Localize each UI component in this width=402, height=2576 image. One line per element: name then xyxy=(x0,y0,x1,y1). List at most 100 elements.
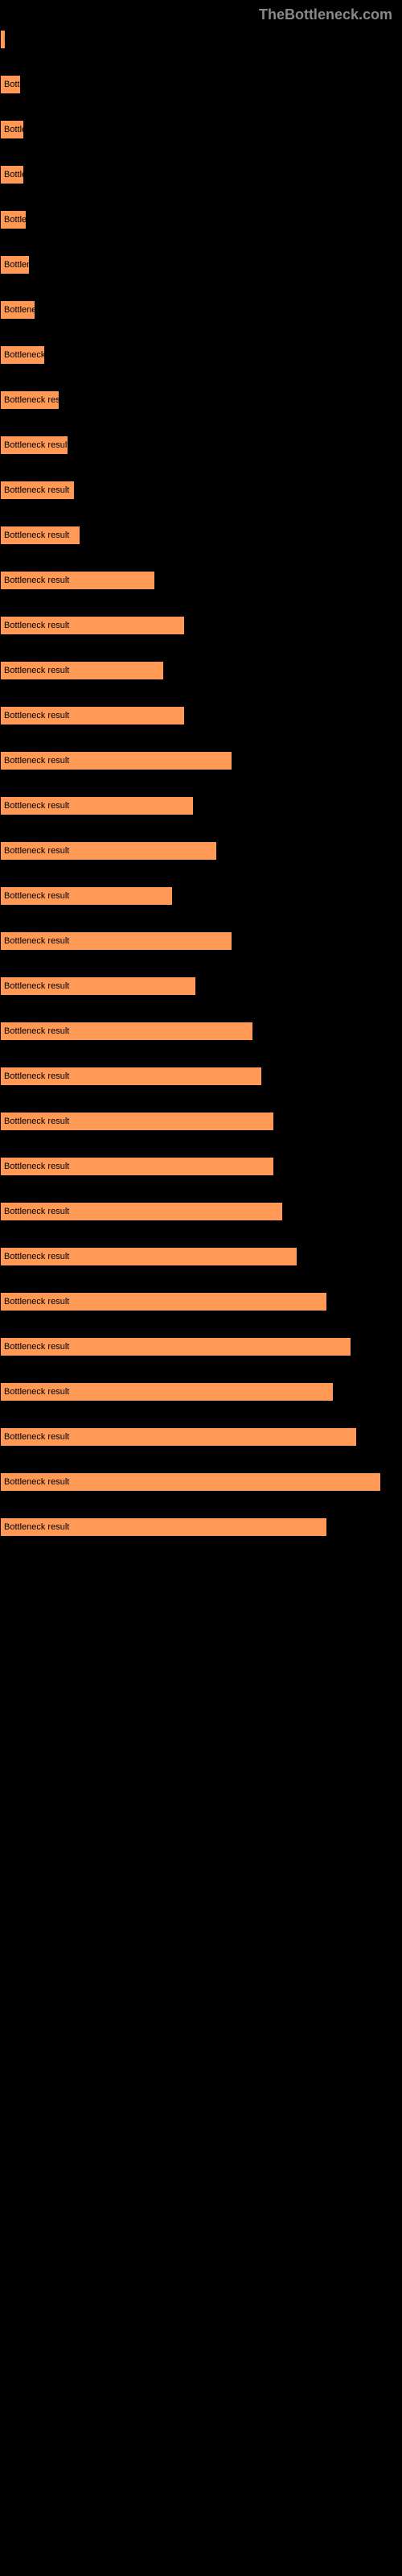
bar-label: Bottleneck result xyxy=(4,125,25,134)
bar-label: Bottleneck result xyxy=(4,666,69,675)
bar-label: Bottleneck result xyxy=(4,485,69,495)
bar: Bottleneck result xyxy=(0,661,164,680)
bar: Bottleneck result xyxy=(0,1067,262,1086)
bar-label: Bottleneck result xyxy=(4,80,22,89)
bar-row: Bottleneck result xyxy=(0,1022,402,1041)
bar-row: Bottleneck result xyxy=(0,1337,402,1356)
bar-label: Bottleneck result xyxy=(4,350,46,360)
bar-row: Bottleneck result xyxy=(0,526,402,545)
bar-row: Bottleneck result xyxy=(0,1202,402,1221)
bar-row: Bottleneck result xyxy=(0,751,402,770)
bar: Bottleneck result xyxy=(0,1247,297,1266)
bar-row: Bottleneck result xyxy=(0,210,402,229)
bar-row: Bottleneck result xyxy=(0,1112,402,1131)
bar-label: Bottleneck result xyxy=(4,1342,69,1352)
bar: Bottleneck result xyxy=(0,390,59,410)
bar-row: Bottleneck result xyxy=(0,1247,402,1266)
bar-row: Bottleneck result xyxy=(0,931,402,951)
bar: Bottleneck result xyxy=(0,345,45,365)
bar-label: Bottleneck result xyxy=(4,1071,69,1081)
bar: Bottleneck result xyxy=(0,931,232,951)
bar-label: Bottleneck result xyxy=(4,1522,69,1532)
bar: Bottleneck result xyxy=(0,75,21,94)
bar-label: Bottleneck result xyxy=(4,215,27,225)
bar: Bottleneck result xyxy=(0,30,6,49)
bar: Bottleneck result xyxy=(0,1382,334,1402)
bar-row: Bottleneck result xyxy=(0,75,402,94)
bar: Bottleneck result xyxy=(0,706,185,725)
bar-row: Bottleneck result xyxy=(0,1067,402,1086)
bar: Bottleneck result xyxy=(0,976,196,996)
bar: Bottleneck result xyxy=(0,165,24,184)
bar-row: Bottleneck result xyxy=(0,345,402,365)
bar-label: Bottleneck result xyxy=(4,440,69,450)
bar: Bottleneck result xyxy=(0,526,80,545)
bar: Bottleneck result xyxy=(0,796,194,815)
site-logo: TheBottleneck.com xyxy=(0,0,402,30)
bar: Bottleneck result xyxy=(0,1427,357,1447)
bar-label: Bottleneck result xyxy=(4,801,69,811)
bar-label: Bottleneck result xyxy=(4,981,69,991)
bar-label: Bottleneck result xyxy=(4,1477,69,1487)
bar-label: Bottleneck result xyxy=(4,1252,69,1261)
bar: Bottleneck result xyxy=(0,1517,327,1537)
bar-label: Bottleneck result xyxy=(4,1162,69,1171)
bar-label: Bottleneck result xyxy=(4,1387,69,1397)
bar-row: Bottleneck result xyxy=(0,1382,402,1402)
bar-row: Bottleneck result xyxy=(0,1517,402,1537)
bar-row: Bottleneck result xyxy=(0,1427,402,1447)
bar: Bottleneck result xyxy=(0,841,217,861)
bar-label: Bottleneck result xyxy=(4,170,25,180)
bar: Bottleneck result xyxy=(0,436,68,455)
bar-row: Bottleneck result xyxy=(0,255,402,275)
bar-row: Bottleneck result xyxy=(0,661,402,680)
bar-label: Bottleneck result xyxy=(4,621,69,630)
bar: Bottleneck result xyxy=(0,616,185,635)
bar: Bottleneck result xyxy=(0,1202,283,1221)
bar-row: Bottleneck result xyxy=(0,1472,402,1492)
bar: Bottleneck result xyxy=(0,886,173,906)
bar-label: Bottleneck result xyxy=(4,711,69,720)
bar-label: Bottleneck result xyxy=(4,260,31,270)
bar-label: Bottleneck result xyxy=(4,530,69,540)
bar-label: Bottleneck result xyxy=(4,305,36,315)
bar: Bottleneck result xyxy=(0,210,27,229)
bar-label: Bottleneck result xyxy=(4,576,69,585)
bar-row: Bottleneck result xyxy=(0,165,402,184)
bar-row: Bottleneck result xyxy=(0,706,402,725)
bar: Bottleneck result xyxy=(0,255,30,275)
bar: Bottleneck result xyxy=(0,481,75,500)
bar: Bottleneck result xyxy=(0,1022,253,1041)
bar-row: Bottleneck result xyxy=(0,616,402,635)
bar: Bottleneck result xyxy=(0,1292,327,1311)
bar-label: Bottleneck result xyxy=(4,846,69,856)
bar-row: Bottleneck result xyxy=(0,571,402,590)
bar-label: Bottleneck result xyxy=(4,1297,69,1307)
bar-label: Bottleneck result xyxy=(4,1207,69,1216)
bar-row: Bottleneck result xyxy=(0,1157,402,1176)
bar-row: Bottleneck result xyxy=(0,436,402,455)
bar: Bottleneck result xyxy=(0,300,35,320)
bar-row: Bottleneck result xyxy=(0,390,402,410)
bar-row: Bottleneck result xyxy=(0,841,402,861)
bar-row: Bottleneck result xyxy=(0,1292,402,1311)
bar-row: Bottleneck result xyxy=(0,300,402,320)
bar-row: Bottleneck result xyxy=(0,481,402,500)
bar-label: Bottleneck result xyxy=(4,1117,69,1126)
bar-label: Bottleneck result xyxy=(4,756,69,766)
bar-row: Bottleneck result xyxy=(0,976,402,996)
bar-row: Bottleneck result xyxy=(0,120,402,139)
bar: Bottleneck result xyxy=(0,1472,381,1492)
bar-label: Bottleneck result xyxy=(4,936,69,946)
bottleneck-bar-chart: Bottleneck result Bottleneck result Bottle… xyxy=(0,30,402,1537)
bar-row: Bottleneck result xyxy=(0,796,402,815)
bar: Bottleneck result xyxy=(0,1337,351,1356)
bar: Bottleneck result xyxy=(0,571,155,590)
bar: Bottleneck result xyxy=(0,1157,274,1176)
bar-label: Bottleneck result xyxy=(4,35,6,44)
bar: Bottleneck result xyxy=(0,1112,274,1131)
bar: Bottleneck result xyxy=(0,120,24,139)
bar-row: Bottleneck result xyxy=(0,30,402,49)
bar-row: Bottleneck result xyxy=(0,886,402,906)
bar-label: Bottleneck result xyxy=(4,395,60,405)
